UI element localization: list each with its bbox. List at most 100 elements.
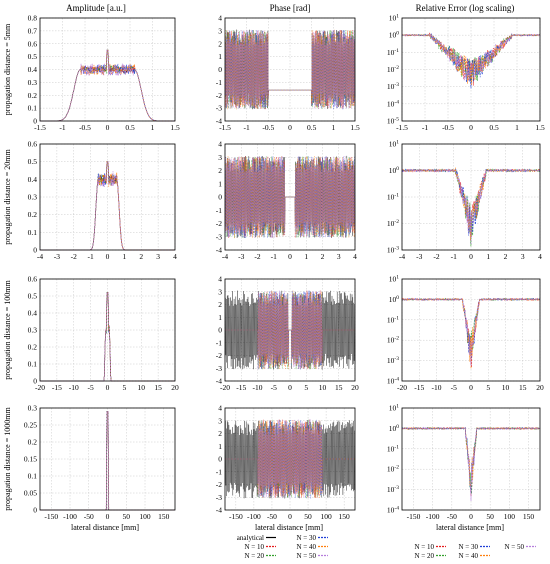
y-tick-label: 101 [389, 140, 400, 149]
x-tick-label: -100 [426, 512, 440, 521]
x-tick-label: 0 [469, 252, 473, 261]
x-tick-label: 15 [335, 383, 343, 392]
y-tick-label: 1 [218, 179, 222, 188]
panel-amplitude-1: 0 0.1 0.2 0.3 0.4 0.5 0.6 -4 -3 -2 -1 0 1 2 3 4 [28, 140, 178, 262]
y-tick-label: 0.2 [28, 91, 38, 100]
y-tick-label: 4 [218, 404, 222, 413]
y-tick-label: 0.1 [28, 104, 38, 113]
legend-entry: N = 50 [296, 552, 328, 560]
x-tick-label: -150 [44, 512, 58, 521]
x-tick-label: 0 [469, 512, 473, 521]
y-tick-label: 0.5 [28, 52, 38, 61]
y-tick-label: 10-5 [387, 117, 399, 126]
x-tick-label: 3 [156, 252, 160, 261]
series-line-error [401, 297, 541, 354]
x-tick-label: -0.5 [79, 123, 91, 132]
x-tick-label: 0.5 [125, 123, 135, 132]
legend-phase: analytical N = 30 N = 10 N = 40 N = 20 N = 50 [237, 534, 328, 560]
row-label: propagation distance = 1000mm [3, 407, 12, 511]
x-tick-label: 150 [339, 512, 351, 521]
row-label: propagation distance = 5mm [3, 23, 12, 115]
series-line-phase [225, 419, 355, 499]
legend-entry: N = 30 [458, 543, 490, 551]
y-tick-label: 0.6 [28, 39, 38, 48]
x-tick-label: 1 [486, 252, 490, 261]
x-tick-label: -3 [416, 252, 422, 261]
x-tick-label: -15 [236, 383, 246, 392]
x-tick-label: -5 [88, 383, 94, 392]
x-tick-label: 20 [171, 383, 179, 392]
plot-frame [401, 143, 541, 251]
legend-entry: N = 10 [414, 543, 446, 551]
y-tick-label: 0 [218, 65, 222, 74]
y-tick-label: 3 [218, 287, 222, 296]
y-tick-label: 2 [218, 300, 222, 309]
series-line-phase [225, 290, 355, 370]
x-tick-label: 4 [173, 252, 177, 261]
legend-label: N = 10 [244, 543, 264, 551]
panel-phase-1: -4 -3 -2 -1 0 1 2 3 4 -4 -3 -2 -1 0 1 2 3 4 [216, 140, 357, 262]
y-tick-label: 10-4 [387, 99, 399, 108]
y-tick-label: 0.05 [24, 489, 37, 498]
x-tick-label: 2 [504, 252, 508, 261]
y-tick-label: 0.15 [24, 455, 37, 464]
x-tick-label: 5 [304, 383, 308, 392]
x-tick-label: 50 [486, 512, 494, 521]
y-tick-label: 10-4 [387, 377, 399, 386]
y-tick-label: -3 [216, 493, 222, 502]
column-title-amplitude: Amplitude [a.u.] [66, 3, 126, 13]
y-tick-label: 0.3 [28, 404, 38, 413]
y-tick-label: -1 [216, 467, 222, 476]
x-tick-label: -1 [422, 123, 428, 132]
y-tick-label: 0 [218, 455, 222, 464]
x-tick-label: -1 [59, 123, 65, 132]
x-tick-label: 0 [288, 512, 292, 521]
series-line-error [401, 297, 541, 368]
y-tick-label: -4 [216, 506, 222, 515]
series-line-error [402, 167, 541, 241]
y-tick-label: -1 [216, 338, 222, 347]
y-tick-label: 0.25 [24, 421, 37, 430]
y-tick-label: 10-4 [387, 506, 399, 515]
y-tick-label: 0.8 [28, 14, 38, 23]
x-tick-label: -4 [37, 252, 43, 261]
panel-amplitude-2: 0 0.1 0.2 0.3 0.4 0.5 0.6 -20 -15 -10 -5 0 5 10 15 20 [28, 275, 179, 393]
x-tick-label: 100 [504, 512, 516, 521]
x-axis-labels: lateral distance [mm] lateral distance [… [71, 523, 504, 532]
series-line-error [401, 32, 541, 86]
y-tick-label: 0.7 [28, 26, 38, 35]
y-tick-label: 10-1 [387, 444, 399, 453]
y-tick-label: 10-2 [387, 65, 399, 74]
x-tick-label: 10 [138, 383, 146, 392]
x-tick-label: 1.5 [170, 123, 180, 132]
x-tick-label: 20 [536, 383, 544, 392]
column-title-phase: Phase [rad] [270, 3, 311, 13]
x-tick-label: 1 [331, 123, 335, 132]
y-tick-label: 0.3 [28, 193, 38, 202]
x-tick-label: -50 [267, 512, 277, 521]
x-tick-label: -1 [271, 252, 277, 261]
x-tick-label: -50 [447, 512, 457, 521]
panel-error-3: 10-4 10-3 10-2 10-1 100 101 -150 -100 -50 0 50 100 1… [387, 404, 541, 521]
x-tick-label: 0 [106, 512, 110, 521]
panels: propagation distance = 5mm00.10.20.30.40… [3, 14, 545, 522]
y-tick-label: 0.2 [28, 343, 38, 352]
x-tick-label: -150 [229, 512, 243, 521]
x-tick-label: 0 [106, 252, 110, 261]
panel-error-1: 10-3 10-2 10-1 100 101 -4 -3 -2 -1 0 1 2 3 4 [387, 140, 542, 262]
x-tick-label: 0 [288, 383, 292, 392]
x-tick-label: -1.5 [219, 123, 231, 132]
x-tick-label: -2 [254, 252, 260, 261]
plot-frame [224, 143, 356, 251]
y-tick-label: 4 [218, 140, 222, 149]
x-tick-label: 15 [154, 383, 162, 392]
series-line-error [401, 297, 541, 366]
legend-entry: N = 40 [296, 543, 328, 551]
y-tick-label: 0 [218, 193, 222, 202]
legend-label: N = 50 [296, 552, 316, 560]
x-tick-label: 0 [469, 123, 473, 132]
y-tick-label: -2 [216, 91, 222, 100]
x-tick-label: 0 [106, 383, 110, 392]
x-tick-label: 20 [351, 383, 359, 392]
